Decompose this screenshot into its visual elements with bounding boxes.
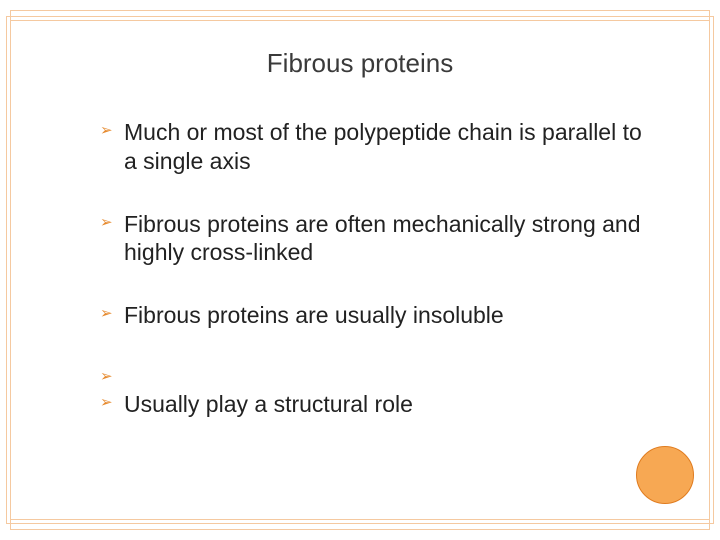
list-item: ➢ Fibrous proteins are usually insoluble bbox=[100, 301, 660, 330]
bullet-icon: ➢ bbox=[100, 122, 113, 141]
bullet-icon: ➢ bbox=[100, 214, 113, 233]
bullet-icon: ➢ bbox=[100, 394, 113, 413]
list-item: ➢ Usually play a structural role bbox=[100, 390, 660, 419]
list-item: ➢ Fibrous proteins are often mechanicall… bbox=[100, 210, 660, 268]
list-item-text: Much or most of the polypeptide chain is… bbox=[124, 119, 642, 174]
slide-frame-bottom-line bbox=[10, 519, 710, 520]
slide-frame-top-line bbox=[10, 20, 710, 21]
list-item-text: Fibrous proteins are usually insoluble bbox=[124, 302, 504, 328]
bullet-icon: ➢ bbox=[100, 305, 113, 324]
decorative-circle-icon bbox=[636, 446, 694, 504]
list-item-text: Usually play a structural role bbox=[124, 391, 413, 417]
list-item: ➢ Much or most of the polypeptide chain … bbox=[100, 118, 660, 176]
list-item: ➢ bbox=[100, 364, 660, 386]
list-item-text: Fibrous proteins are often mechanically … bbox=[124, 211, 641, 266]
bullet-list: ➢ Much or most of the polypeptide chain … bbox=[100, 118, 660, 453]
slide-title: Fibrous proteins bbox=[0, 48, 720, 79]
bullet-icon: ➢ bbox=[100, 368, 113, 387]
